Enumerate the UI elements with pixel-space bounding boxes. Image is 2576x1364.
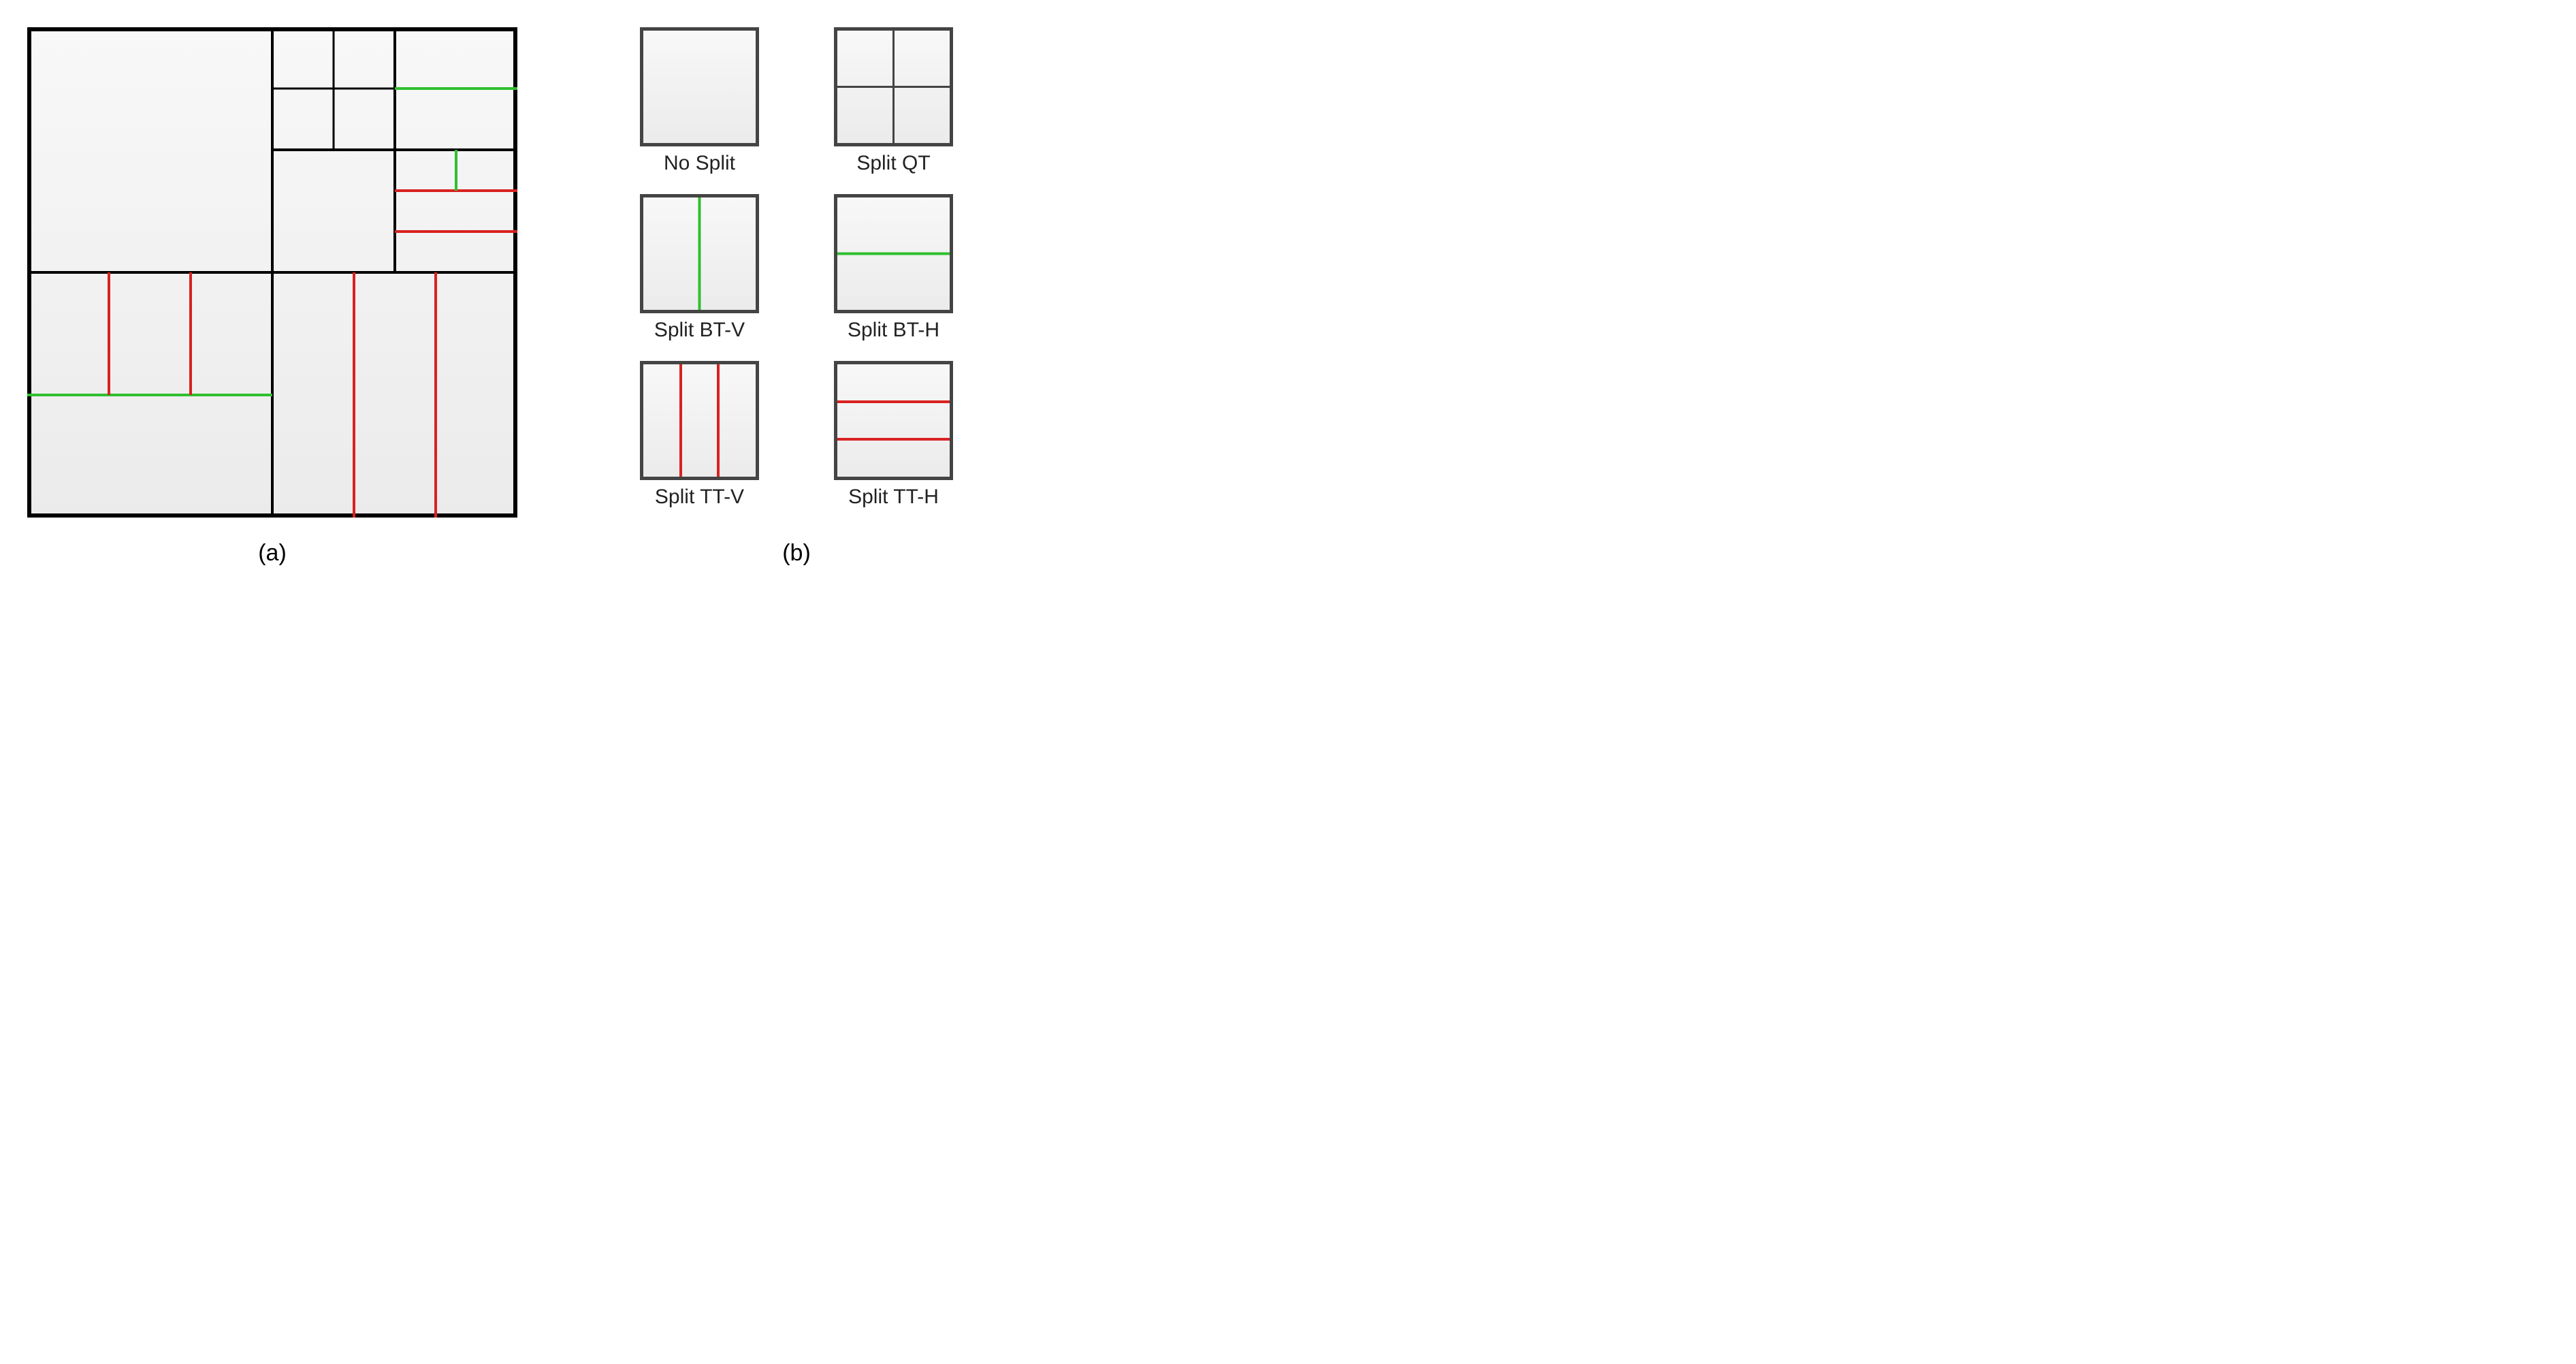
bt-v-icon (640, 194, 759, 313)
legend-item-qt: Split QT (834, 27, 953, 187)
legend-item-tt-v: Split TT-V (640, 361, 759, 521)
partition-example-diagram (27, 27, 517, 521)
split-type-legend: No Split Split QT Split BT-V Split BT-H Spli… (640, 27, 953, 521)
legend-label: Split TT-V (655, 486, 744, 509)
legend-item-tt-h: Split TT-H (834, 361, 953, 521)
panel-a: (a) (27, 27, 517, 567)
legend-label: Split BT-V (654, 319, 745, 342)
legend-label: Split QT (856, 152, 930, 175)
tt-h-icon (834, 361, 953, 480)
qt-icon (834, 27, 953, 146)
legend-label: Split BT-H (848, 319, 939, 342)
panel-b: No Split Split QT Split BT-V Split BT-H Spli… (640, 27, 953, 567)
no-split-icon (640, 27, 759, 146)
bt-h-icon (834, 194, 953, 313)
legend-item-bt-v: Split BT-V (640, 194, 759, 354)
legend-item-bt-h: Split BT-H (834, 194, 953, 354)
caption-b: (b) (782, 540, 811, 567)
tt-v-icon (640, 361, 759, 480)
legend-label: No Split (664, 152, 735, 175)
legend-label: Split TT-H (848, 486, 939, 509)
legend-item-no-split: No Split (640, 27, 759, 187)
caption-a: (a) (258, 540, 287, 567)
